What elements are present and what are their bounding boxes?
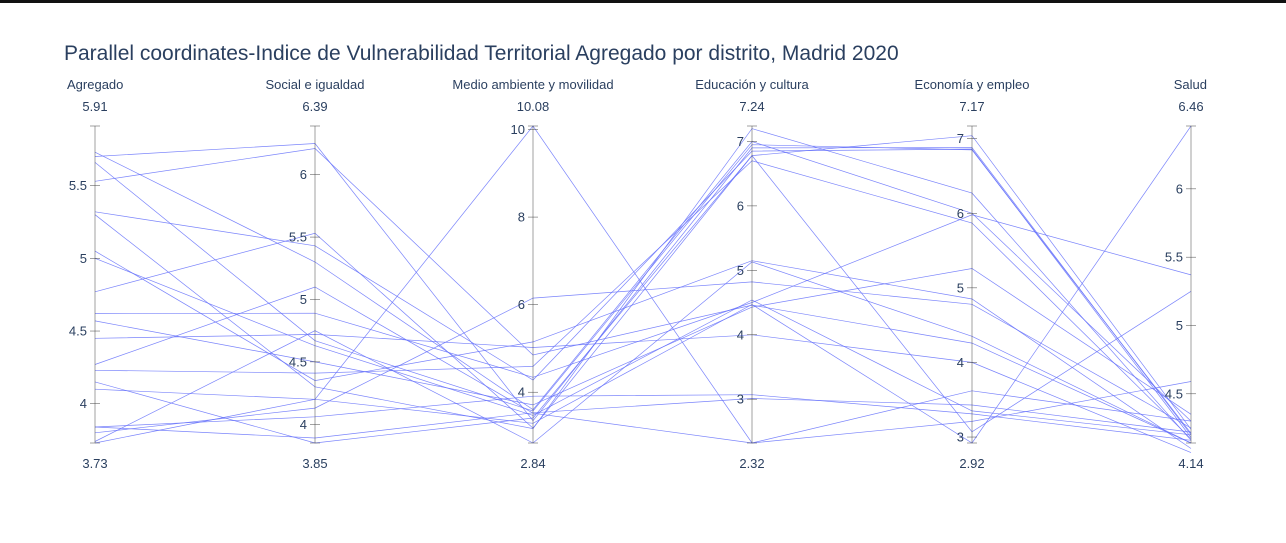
axis-tick-label: 3 (737, 392, 744, 407)
data-line-16 (94, 281, 1192, 434)
axis-tick-label: 8 (518, 210, 525, 225)
axis-tick-label: 7 (957, 131, 964, 146)
axis-tick-label: 7 (737, 134, 744, 149)
data-line-12 (94, 155, 1192, 444)
axis-tick-label: 5.5 (69, 178, 87, 193)
axis-title: Salud (1174, 77, 1207, 92)
axis-title: Medio ambiente y movilidad (452, 77, 613, 92)
axis-4: Educación y cultura 7.24 2.32 3 4 5 6 7 (695, 77, 809, 471)
data-lines-layer (94, 125, 1192, 453)
axis-tick-label: 4.5 (289, 354, 307, 369)
axis-tick-label: 5.5 (289, 230, 307, 245)
data-line-20 (94, 143, 1192, 436)
axis-tick-label: 4.5 (69, 324, 87, 339)
axis-tick-label: 4 (300, 417, 307, 432)
data-line-5 (94, 128, 1192, 441)
data-line-10 (94, 286, 1192, 444)
data-line-18 (94, 261, 1192, 444)
axis-max-label: 10.08 (517, 99, 550, 114)
axis-tick-label: 4.5 (1165, 386, 1183, 401)
axis-tick-label: 4 (518, 385, 525, 400)
axis-title: Social e igualdad (265, 77, 364, 92)
data-line-9 (94, 268, 1192, 415)
axis-max-label: 7.17 (959, 99, 984, 114)
chart-title: Parallel coordinates-Indice de Vulnerabi… (64, 42, 899, 65)
axis-tick-label: 4 (957, 355, 964, 370)
axis-max-label: 5.91 (82, 99, 107, 114)
axis-title: Economía y empleo (915, 77, 1030, 92)
axis-min-label: 2.92 (959, 456, 984, 471)
axis-tick-label: 10 (511, 122, 525, 137)
axis-tick-label: 5 (957, 280, 964, 295)
axis-1: Agregado 5.91 3.73 4 4.5 5 5.5 (67, 77, 123, 471)
data-line-19 (94, 250, 1192, 449)
data-line-13 (94, 125, 1192, 444)
axis-min-label: 4.14 (1178, 456, 1203, 471)
axis-tick-label: 6 (957, 206, 964, 221)
axis-tick-label: 6 (1176, 181, 1183, 196)
data-line-14 (94, 394, 1192, 441)
data-line-11 (94, 160, 1192, 440)
axis-5: Economía y empleo 7.17 2.92 3 4 5 6 7 (915, 77, 1030, 471)
axis-tick-label: 5 (80, 251, 87, 266)
data-line-3 (94, 148, 1192, 438)
axis-tick-label: 6 (518, 297, 525, 312)
axis-min-label: 2.84 (520, 456, 545, 471)
axis-tick-label: 6 (300, 167, 307, 182)
data-line-15 (94, 398, 1192, 439)
axis-tick-label: 4 (80, 396, 87, 411)
axis-title: Educación y cultura (695, 77, 809, 92)
data-line-21 (94, 334, 1192, 453)
data-line-4 (94, 148, 1192, 444)
axis-tick-label: 4 (737, 327, 744, 342)
data-line-1 (94, 141, 1192, 422)
axis-min-label: 2.32 (739, 456, 764, 471)
axis-max-label: 6.46 (1178, 99, 1203, 114)
axis-tick-label: 5.5 (1165, 250, 1183, 265)
axis-title: Agregado (67, 77, 123, 92)
axis-6: Salud 6.46 4.14 4.5 5 5.5 6 (1165, 77, 1207, 471)
axis-min-label: 3.73 (82, 456, 107, 471)
axis-min-label: 3.85 (302, 456, 327, 471)
window-top-border (0, 0, 1286, 3)
data-line-7 (94, 135, 1192, 430)
axis-tick-label: 5 (737, 263, 744, 278)
data-line-8 (94, 214, 1192, 378)
data-line-2 (94, 144, 1192, 434)
axis-tick-label: 5 (1176, 318, 1183, 333)
axis-tick-label: 3 (957, 430, 964, 445)
axis-2: Social e igualdad 6.39 3.85 4 4.5 5 5.5 6 (265, 77, 364, 471)
axis-tick-label: 5 (300, 292, 307, 307)
axis-max-label: 6.39 (302, 99, 327, 114)
axis-tick-label: 6 (737, 198, 744, 213)
axis-3: Medio ambiente y movilidad 10.08 2.84 4 6 8 10 (452, 77, 613, 471)
axis-max-label: 7.24 (739, 99, 764, 114)
